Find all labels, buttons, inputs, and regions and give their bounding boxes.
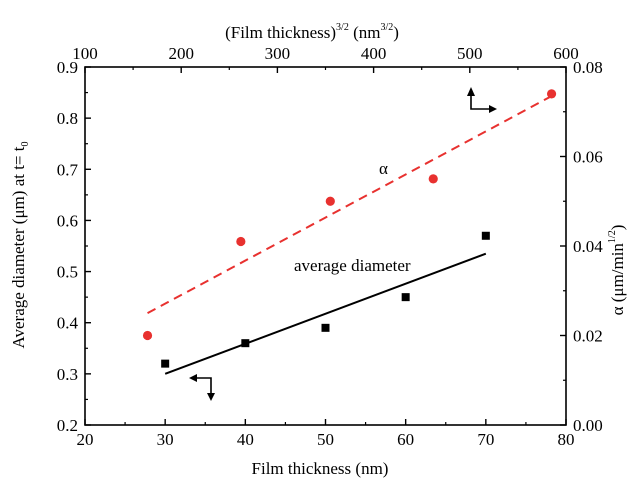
point-alpha bbox=[546, 89, 557, 99]
plot-border bbox=[84, 66, 567, 426]
arrow-right-axis-icon bbox=[467, 87, 497, 113]
bottom-tick-label: 30 bbox=[157, 430, 174, 449]
left-tick-label: 0.4 bbox=[57, 314, 79, 333]
bottom-tick-label: 20 bbox=[77, 430, 94, 449]
bottom-tick-label: 80 bbox=[558, 430, 575, 449]
point-alpha bbox=[142, 330, 153, 341]
bottom-axis-ticks: 20 30 40 50 60 70 80 bbox=[77, 419, 575, 449]
left-tick-label: 0.3 bbox=[57, 365, 78, 384]
series-label-average-diameter: average diameter bbox=[294, 256, 411, 275]
left-tick-label: 0.7 bbox=[57, 160, 79, 179]
point-average-diameter bbox=[481, 231, 490, 240]
point-average-diameter bbox=[241, 339, 250, 348]
left-tick-label: 0.5 bbox=[57, 263, 78, 282]
point-average-diameter bbox=[401, 293, 410, 302]
top-axis-title: (Film thickness)3/2 (nm3/2) bbox=[225, 22, 399, 42]
series-label-alpha: α bbox=[379, 159, 388, 178]
data-points bbox=[142, 89, 557, 368]
left-tick-label: 0.9 bbox=[57, 58, 78, 77]
point-alpha bbox=[325, 196, 335, 206]
top-tick-label: 500 bbox=[457, 44, 483, 63]
top-tick-label: 100 bbox=[72, 44, 98, 63]
right-tick-label: 0.00 bbox=[573, 416, 603, 435]
left-axis-ticks: 0.2 0.3 0.4 0.5 0.6 0.7 0.8 0.9 bbox=[57, 58, 91, 435]
right-axis-title: α (μm/min1/2) bbox=[607, 225, 627, 316]
right-tick-label: 0.06 bbox=[573, 148, 603, 167]
plot-frame bbox=[84, 66, 567, 426]
top-tick-label: 400 bbox=[361, 44, 387, 63]
left-axis-title: Average diameter (μm) at t= t0 bbox=[9, 142, 31, 349]
arrow-left-axis-icon bbox=[189, 374, 215, 401]
bottom-tick-label: 40 bbox=[237, 430, 254, 449]
bottom-tick-label: 70 bbox=[477, 430, 494, 449]
right-tick-label: 0.02 bbox=[573, 327, 603, 346]
right-axis-ticks: 0.00 0.02 0.04 0.06 0.08 bbox=[560, 58, 603, 435]
top-tick-label: 300 bbox=[265, 44, 291, 63]
fit-line-alpha bbox=[147, 95, 553, 315]
right-tick-label: 0.08 bbox=[573, 58, 603, 77]
point-average-diameter bbox=[321, 323, 330, 332]
fit-line-average-diameter bbox=[164, 252, 487, 375]
left-tick-label: 0.8 bbox=[57, 109, 78, 128]
top-tick-label: 600 bbox=[553, 44, 579, 63]
point-alpha bbox=[236, 236, 246, 247]
right-tick-label: 0.04 bbox=[573, 237, 603, 256]
left-tick-label: 0.2 bbox=[57, 416, 78, 435]
point-average-diameter bbox=[161, 359, 170, 368]
point-alpha bbox=[428, 174, 438, 184]
bottom-tick-label: 50 bbox=[317, 430, 334, 449]
bottom-axis-title: Film thickness (nm) bbox=[252, 459, 389, 478]
bottom-tick-label: 60 bbox=[397, 430, 414, 449]
top-tick-label: 200 bbox=[168, 44, 194, 63]
left-tick-label: 0.6 bbox=[57, 211, 78, 230]
fit-lines bbox=[147, 95, 553, 375]
top-axis-ticks: 100 200 300 400 500 600 bbox=[72, 44, 579, 73]
